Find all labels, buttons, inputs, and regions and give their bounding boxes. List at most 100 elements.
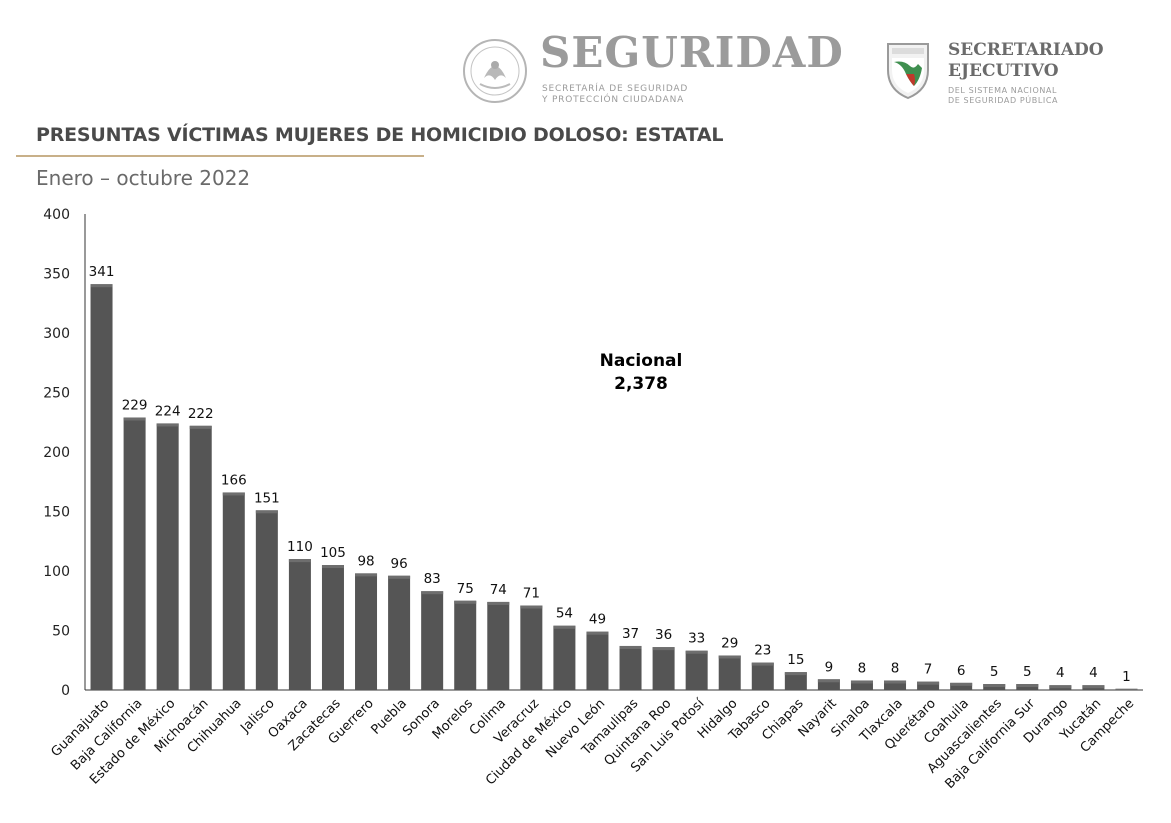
- seguridad-subtitle: SECRETARÍA DE SEGURIDAD Y PROTECCIÓN CIU…: [542, 84, 688, 106]
- bar-top-highlight: [1049, 685, 1072, 689]
- bar-value-label: 166: [221, 472, 247, 488]
- y-tick-label: 100: [43, 564, 70, 580]
- sesnsp-shield-icon: [887, 43, 929, 100]
- bar-value-label: 98: [357, 553, 374, 569]
- bar-top-highlight: [421, 591, 444, 595]
- bar: [156, 423, 179, 690]
- bar-top-highlight: [784, 672, 807, 676]
- bar-value-label: 37: [622, 626, 639, 642]
- bar-value-label: 224: [155, 403, 181, 419]
- bar-top-highlight: [917, 681, 940, 685]
- bar-top-highlight: [288, 559, 311, 563]
- page-title: PRESUNTAS VÍCTIMAS MUJERES DE HOMICIDIO …: [36, 124, 724, 146]
- bar: [123, 417, 146, 690]
- bar-value-label: 74: [490, 582, 507, 598]
- bar-value-label: 4: [1089, 665, 1098, 681]
- sesnsp-subtitle-line1: DEL SISTEMA NACIONAL: [948, 86, 1058, 95]
- bar: [355, 573, 378, 690]
- bar: [685, 650, 708, 690]
- sesnsp-subtitle-line2: DE SEGURIDAD PÚBLICA: [948, 96, 1059, 105]
- bar: [321, 565, 344, 690]
- bar-top-highlight: [520, 605, 543, 609]
- bar: [421, 591, 444, 690]
- bar-value-label: 341: [89, 264, 115, 280]
- bar-top-highlight: [586, 631, 609, 635]
- sesnsp-title-line2: EJECUTIVO: [948, 61, 1059, 81]
- bar-top-highlight: [718, 655, 741, 659]
- sesnsp-subtitle: DEL SISTEMA NACIONAL DE SEGURIDAD PÚBLIC…: [948, 86, 1058, 106]
- bar: [850, 680, 873, 690]
- bar: [288, 559, 311, 690]
- bar-top-highlight: [652, 647, 675, 651]
- bar: [388, 575, 411, 690]
- bar: [189, 425, 212, 690]
- bar-top-highlight: [950, 682, 973, 686]
- y-tick-label: 350: [43, 267, 70, 283]
- bar-top-highlight: [1115, 688, 1138, 690]
- bar-top-highlight: [388, 575, 411, 579]
- bar-value-label: 151: [254, 490, 280, 506]
- bar-top-highlight: [321, 565, 344, 569]
- bar-value-label: 23: [754, 643, 771, 659]
- bar-value-label: 36: [655, 627, 672, 643]
- bar-value-label: 71: [523, 586, 540, 602]
- seguridad-subtitle-line2: Y PROTECCIÓN CIUDADANA: [542, 95, 685, 105]
- bars-group: [90, 284, 1138, 690]
- bar: [950, 682, 973, 690]
- national-label: Nacional: [600, 351, 683, 371]
- bar-top-highlight: [619, 645, 642, 649]
- y-tick-label: 0: [61, 683, 70, 699]
- bar: [652, 647, 675, 690]
- bar: [718, 655, 741, 690]
- bar-value-label: 5: [990, 664, 999, 680]
- bar-top-highlight: [355, 573, 378, 577]
- bar-top-highlight: [454, 600, 477, 604]
- bar: [784, 672, 807, 690]
- period-subtitle: Enero – octubre 2022: [36, 166, 251, 190]
- bar-top-highlight: [487, 601, 510, 605]
- national-total-value: 2,378: [614, 374, 668, 394]
- bar-value-label: 96: [391, 556, 408, 572]
- bar-top-highlight: [189, 425, 212, 429]
- bar-value-label: 4: [1056, 665, 1065, 681]
- sesnsp-title-line1: SECRETARIADO: [948, 40, 1104, 60]
- bar-value-label: 5: [1023, 664, 1032, 680]
- bar: [553, 625, 576, 690]
- bar-top-highlight: [255, 510, 278, 514]
- bar: [817, 679, 840, 690]
- bar: [586, 631, 609, 690]
- y-tick-label: 200: [43, 445, 70, 461]
- bar: [222, 492, 245, 690]
- mexico-seal-icon: [463, 39, 527, 103]
- bar-top-highlight: [850, 680, 873, 684]
- bar-top-highlight: [123, 417, 146, 421]
- bar-top-highlight: [90, 284, 113, 288]
- y-tick-label: 50: [52, 624, 70, 640]
- bar-value-label: 9: [825, 659, 834, 675]
- national-total-annotation: Nacional 2,378: [600, 351, 683, 394]
- sesnsp-title: SECRETARIADO EJECUTIVO: [948, 40, 1104, 82]
- y-tick-label: 150: [43, 505, 70, 521]
- bar: [487, 601, 510, 690]
- bar-value-label: 7: [924, 662, 933, 678]
- bar-value-label: 83: [424, 571, 441, 587]
- bar-top-highlight: [1016, 684, 1039, 688]
- bar: [917, 681, 940, 690]
- bar-top-highlight: [884, 680, 907, 684]
- bar: [90, 284, 113, 690]
- bar-top-highlight: [156, 423, 179, 427]
- bar-value-label: 29: [721, 635, 738, 651]
- seguridad-subtitle-line1: SECRETARÍA DE SEGURIDAD: [542, 84, 689, 94]
- bar-value-label: 8: [858, 660, 867, 676]
- bar: [884, 680, 907, 690]
- bar-value-label: 15: [787, 652, 804, 668]
- bar: [454, 600, 477, 690]
- bar-top-highlight: [553, 625, 576, 629]
- bar-value-label: 110: [287, 539, 313, 555]
- header-logos: SEGURIDAD SECRETARÍA DE SEGURIDAD Y PROT…: [462, 26, 1122, 126]
- bar-top-highlight: [1082, 685, 1105, 689]
- y-tick-label: 250: [43, 386, 70, 402]
